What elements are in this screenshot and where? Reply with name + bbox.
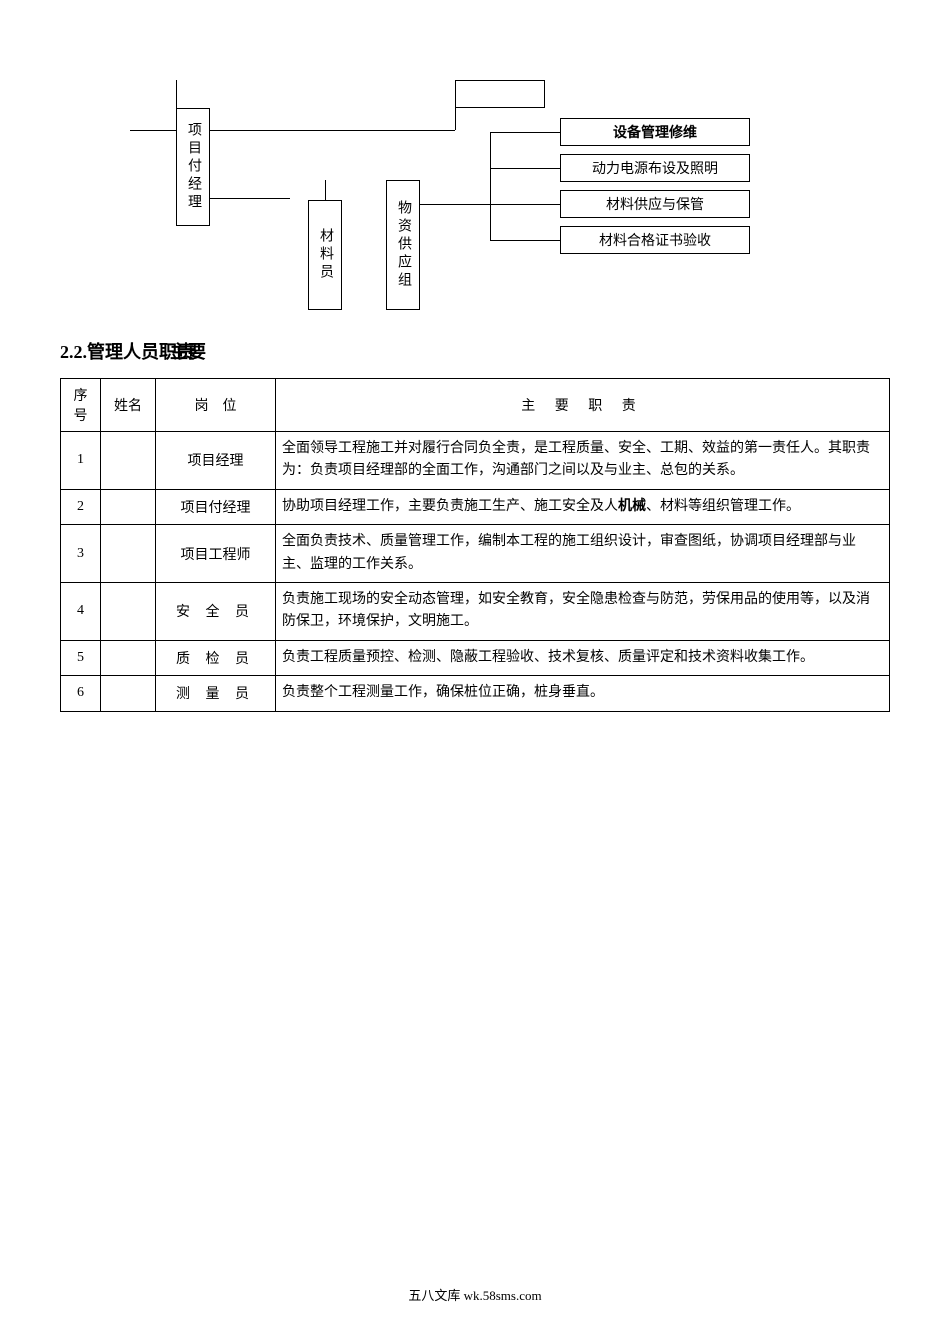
table-row: 3 项目工程师 全面负责技术、质量管理工作，编制本工程的施工组织设计，审查图纸，…: [61, 525, 890, 583]
cell-name: [101, 582, 156, 640]
duty-1-pre: 协助项目经理工作，主要负责施工生产、施工安全及人: [282, 499, 618, 514]
cell-position: 测 量 员: [156, 676, 276, 711]
right-2-label: 材料供应与保管: [606, 194, 704, 214]
pos-4: 质 检 员: [176, 652, 255, 667]
footer-text: 五八文库 wk.58sms.com: [408, 1288, 541, 1303]
org-diagram: 项目付经理 材料员 物资供应组 设备管理修维 动力电源布设及照明 材料供应与保管…: [130, 80, 890, 330]
pos-2: 项目工程师: [181, 548, 251, 563]
cell-position: 安 全 员: [156, 582, 276, 640]
th-seq-label: 序号: [74, 389, 88, 424]
table-row: 5 质 检 员 负责工程质量预控、检测、隐蔽工程验收、技术复核、质量评定和技术资…: [61, 640, 890, 675]
th-position: 岗 位: [156, 379, 276, 432]
pm-deputy-label: 项目付经理: [183, 122, 203, 212]
page-footer: 五八文库 wk.58sms.com: [0, 1285, 950, 1304]
box-right-2: 材料供应与保管: [560, 190, 750, 218]
duty-1-bold: 机械: [618, 499, 646, 514]
seq-5: 6: [77, 685, 84, 700]
cell-name: [101, 432, 156, 490]
material-clerk-label: 材料员: [315, 228, 335, 282]
seq-3: 4: [77, 603, 84, 618]
cell-seq: 2: [61, 489, 101, 524]
box-connector-top: [455, 80, 545, 108]
line-conn-top-left: [350, 130, 455, 131]
box-pm-deputy: 项目付经理: [176, 108, 210, 226]
duty-1-post: 、材料等组织管理工作。: [646, 499, 800, 514]
line-pm-right1: [210, 130, 350, 131]
cell-seq: 3: [61, 525, 101, 583]
table-row: 6 测 量 员 负责整个工程测量工作，确保桩位正确，桩身垂直。: [61, 676, 890, 711]
duty-5: 负责整个工程测量工作，确保桩位正确，桩身垂直。: [282, 685, 604, 700]
cell-position: 项目工程师: [156, 525, 276, 583]
line-right-0: [490, 132, 560, 133]
line-right-2: [490, 204, 560, 205]
pos-3: 安 全 员: [176, 605, 255, 620]
box-supply-group: 物资供应组: [386, 180, 420, 310]
cell-position: 项目付经理: [156, 489, 276, 524]
duties-table-wrap: 序号 姓名 岗 位 主 要 职 责 1 项目经理 全面领导工程施工并对履行合同负…: [60, 378, 890, 712]
cell-duty: 协助项目经理工作，主要负责施工生产、施工安全及人机械、材料等组织管理工作。: [276, 489, 890, 524]
cell-seq: 4: [61, 582, 101, 640]
cell-duty: 负责整个工程测量工作，确保桩位正确，桩身垂直。: [276, 676, 890, 711]
cell-name: [101, 640, 156, 675]
cell-duty: 全面领导工程施工并对履行合同负全责，是工程质量、安全、工期、效益的第一责任人。其…: [276, 432, 890, 490]
cell-duty: 负责工程质量预控、检测、隐蔽工程验收、技术复核、质量评定和技术资料收集工作。: [276, 640, 890, 675]
duty-2: 全面负责技术、质量管理工作，编制本工程的施工组织设计，审查图纸，协调项目经理部与…: [282, 534, 856, 571]
right-1-label: 动力电源布设及照明: [592, 158, 718, 178]
cell-duty: 全面负责技术、质量管理工作，编制本工程的施工组织设计，审查图纸，协调项目经理部与…: [276, 525, 890, 583]
line-pm-right2: [210, 198, 290, 199]
section-heading-overlay: 主要: [170, 338, 206, 364]
pos-5: 测 量 员: [176, 687, 255, 702]
table-row: 4 安 全 员 负责施工现场的安全动态管理，如安全教育，安全隐患检查与防范，劳保…: [61, 582, 890, 640]
right-0-label: 设备管理修维: [613, 122, 697, 142]
line-right-bus: [490, 132, 491, 240]
table-row: 2 项目付经理 协助项目经理工作，主要负责施工生产、施工安全及人机械、材料等组织…: [61, 489, 890, 524]
cell-seq: 6: [61, 676, 101, 711]
box-right-1: 动力电源布设及照明: [560, 154, 750, 182]
seq-4: 5: [77, 650, 84, 665]
pos-0: 项目经理: [188, 454, 244, 469]
cell-seq: 5: [61, 640, 101, 675]
cell-duty: 负责施工现场的安全动态管理，如安全教育，安全隐患检查与防范，劳保用品的使用等，以…: [276, 582, 890, 640]
duty-4: 负责工程质量预控、检测、隐蔽工程验收、技术复核、质量评定和技术资料收集工作。: [282, 650, 814, 665]
cell-seq: 1: [61, 432, 101, 490]
line-conn-top-v: [455, 108, 456, 130]
duty-0: 全面领导工程施工并对履行合同负全责，是工程质量、安全、工期、效益的第一责任人。其…: [282, 441, 870, 478]
seq-0: 1: [77, 452, 84, 467]
th-name: 姓名: [101, 379, 156, 432]
th-duty-label: 主 要 职 责: [521, 399, 644, 414]
cell-name: [101, 489, 156, 524]
seq-2: 3: [77, 546, 84, 561]
box-material-clerk: 材料员: [308, 200, 342, 310]
box-right-0: 设备管理修维: [560, 118, 750, 146]
duties-table: 序号 姓名 岗 位 主 要 职 责 1 项目经理 全面领导工程施工并对履行合同负…: [60, 378, 890, 712]
th-position-label: 岗 位: [195, 399, 237, 414]
th-seq: 序号: [61, 379, 101, 432]
line-supply-right: [420, 204, 490, 205]
line-right-3: [490, 240, 560, 241]
pos-1: 项目付经理: [181, 501, 251, 516]
line-top-incoming: [176, 80, 177, 108]
seq-1: 2: [77, 499, 84, 514]
right-3-label: 材料合格证书验收: [599, 230, 711, 250]
table-header-row: 序号 姓名 岗 位 主 要 职 责: [61, 379, 890, 432]
cell-position: 项目经理: [156, 432, 276, 490]
line-right-1: [490, 168, 560, 169]
cell-name: [101, 676, 156, 711]
supply-group-label: 物资供应组: [393, 200, 413, 290]
line-left-incoming: [130, 130, 176, 131]
table-row: 1 项目经理 全面领导工程施工并对履行合同负全责，是工程质量、安全、工期、效益的…: [61, 432, 890, 490]
duty-3: 负责施工现场的安全动态管理，如安全教育，安全隐患检查与防范，劳保用品的使用等，以…: [282, 592, 870, 629]
heading-overlay-text: 主要: [170, 342, 206, 362]
box-right-3: 材料合格证书验收: [560, 226, 750, 254]
cell-position: 质 检 员: [156, 640, 276, 675]
line-clerk-top: [325, 180, 326, 200]
th-name-label: 姓名: [114, 399, 142, 414]
th-duty: 主 要 职 责: [276, 379, 890, 432]
cell-name: [101, 525, 156, 583]
